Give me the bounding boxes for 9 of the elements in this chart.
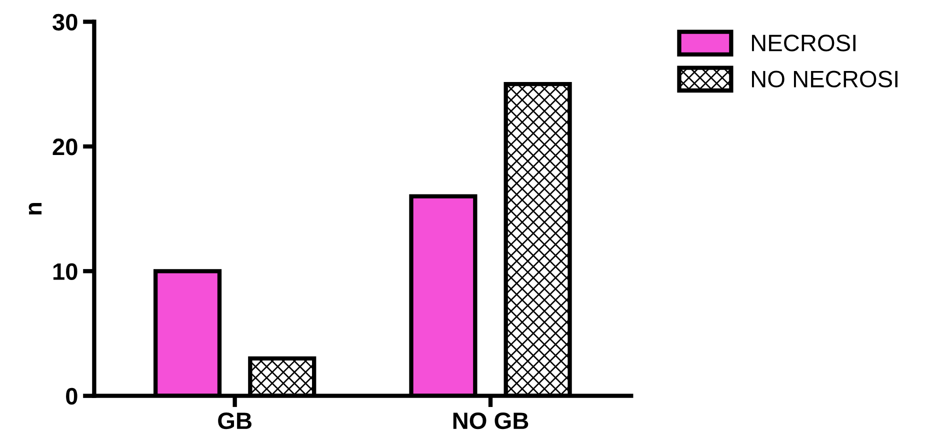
- x-tick-label: NO GB: [453, 412, 528, 430]
- y-tick-label: 30: [52, 14, 78, 31]
- x-tick-label: GB: [218, 412, 252, 430]
- y-tick-label: 0: [66, 388, 78, 405]
- y-axis-title: n: [28, 203, 42, 214]
- legend-label: NO NECROSI: [752, 70, 898, 88]
- y-tick-label: 20: [52, 138, 78, 156]
- y-tick-label: 10: [53, 263, 78, 280]
- legend-label: NECROSI: [752, 34, 856, 52]
